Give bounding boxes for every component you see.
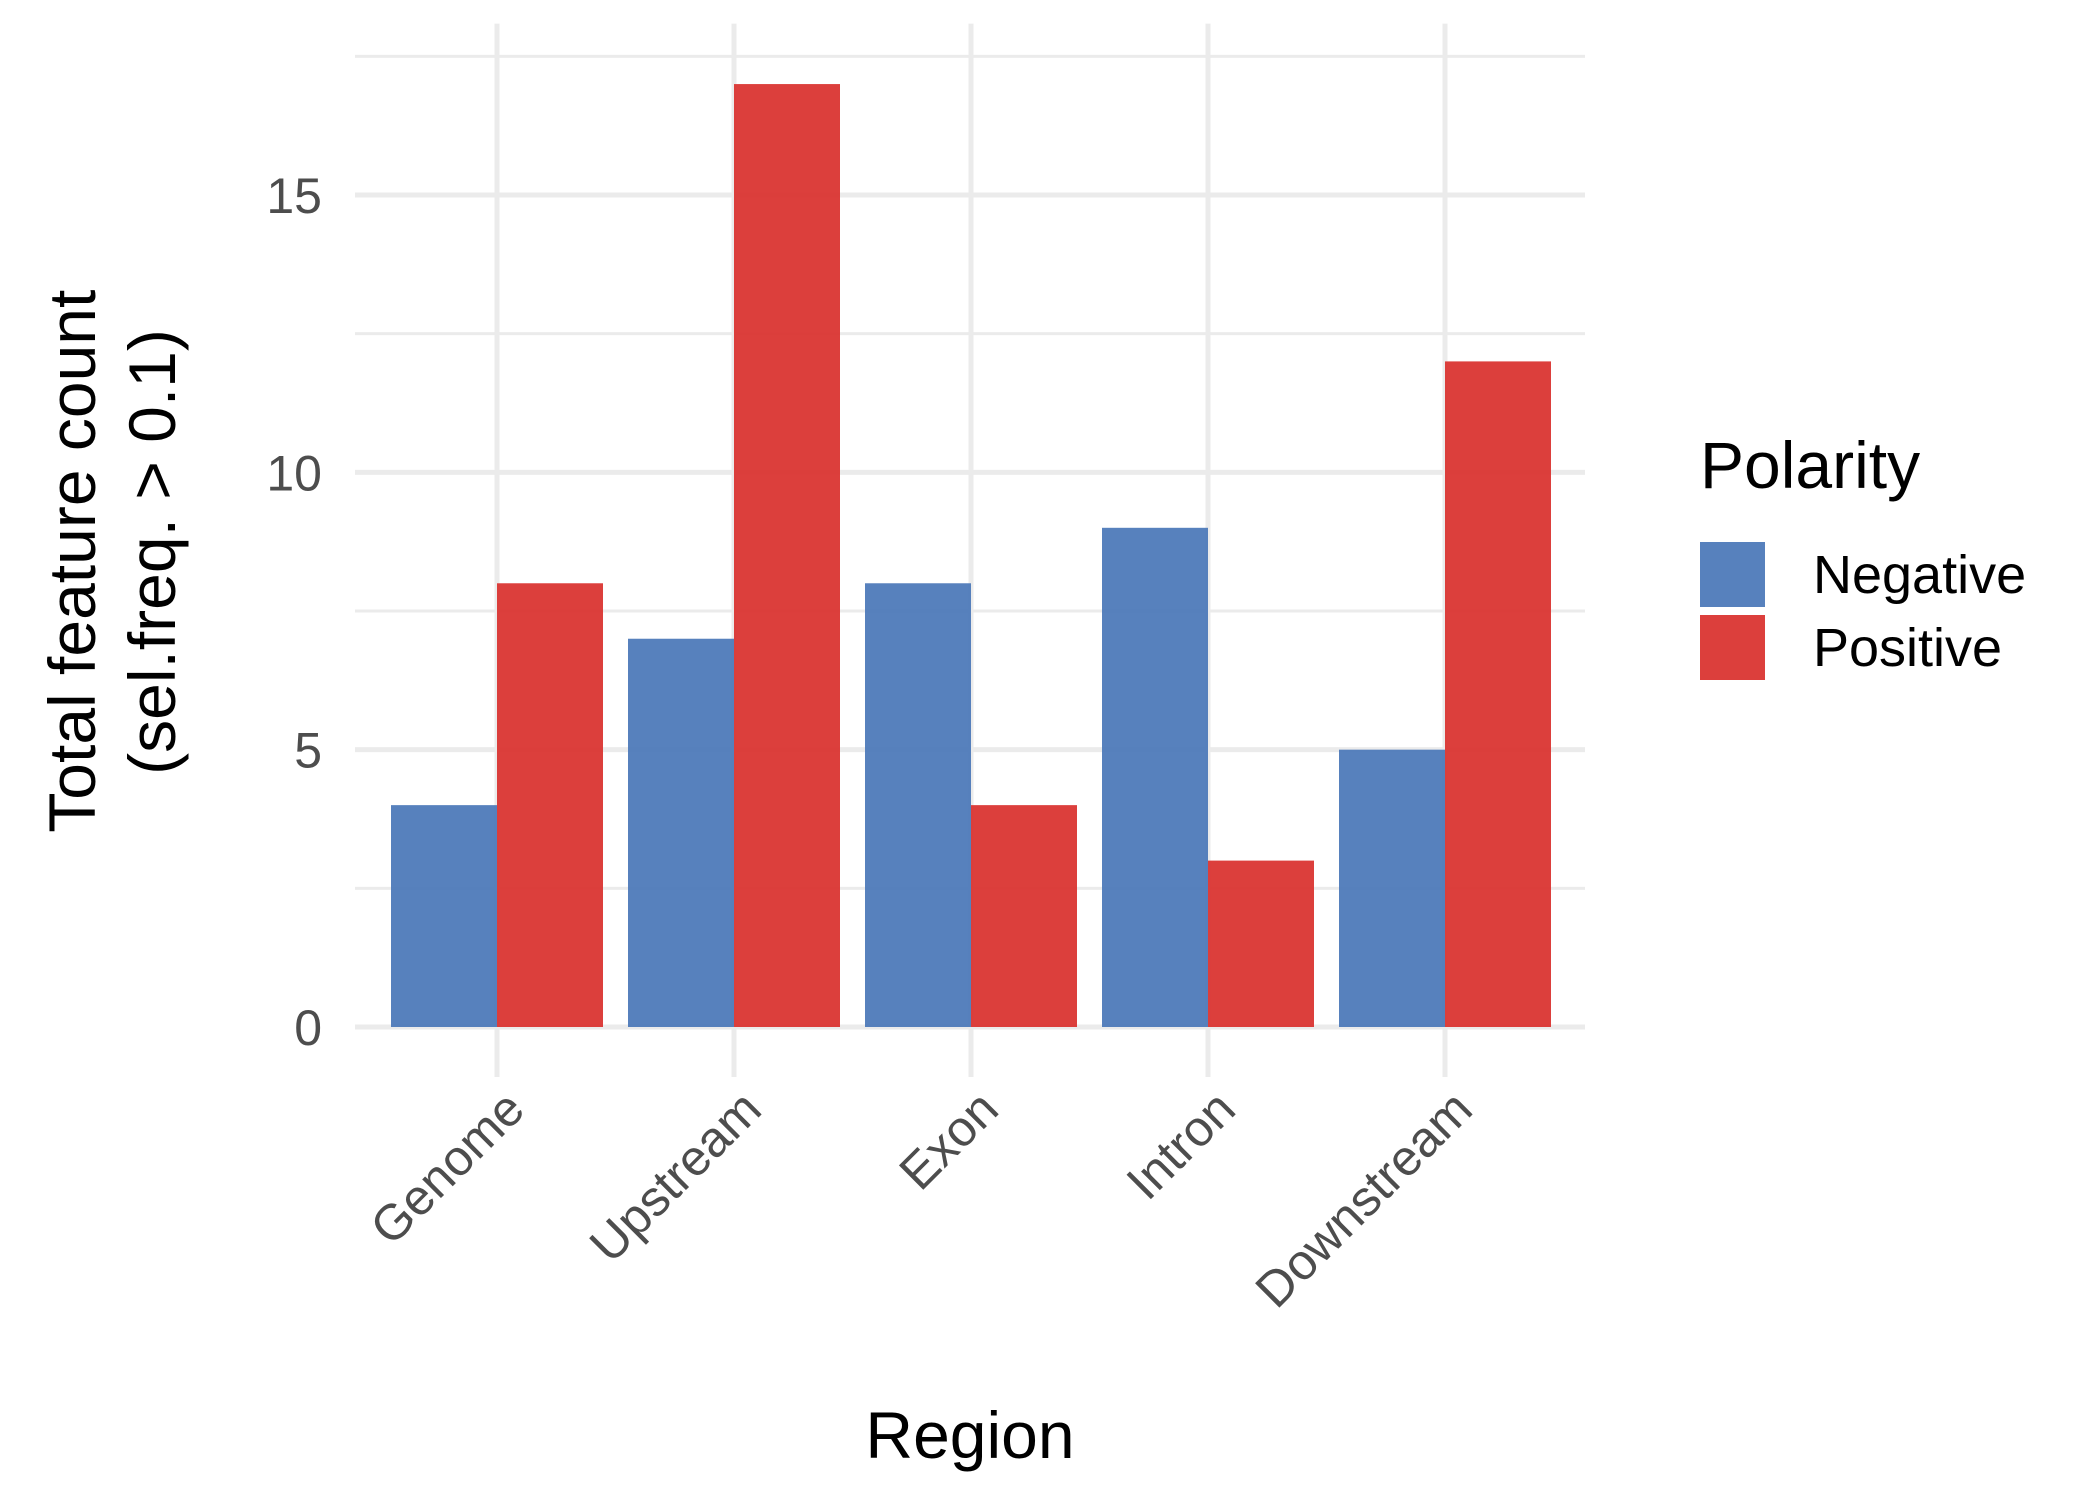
bar-negative-genome [391,805,497,1027]
bar-positive-exon [971,805,1077,1027]
legend-swatch-negative [1700,542,1765,607]
bars-group [391,84,1551,1028]
bar-positive-upstream [734,84,840,1028]
legend-label-positive: Positive [1813,618,2002,678]
y-tick-label: 10 [266,445,322,501]
y-axis-title-line2: (sel.freq. > 0.1) [115,329,189,775]
bar-negative-exon [865,583,971,1027]
y-tick-labels: 0 5 10 15 [266,168,322,1056]
bar-negative-intron [1102,527,1208,1027]
legend: Polarity Negative Positive [1700,428,2026,680]
x-axis-title: Region [865,1398,1074,1472]
bar-positive-genome [497,583,603,1027]
bar-negative-upstream [628,638,734,1027]
y-tick-label: 15 [266,168,322,224]
bar-positive-intron [1208,860,1314,1027]
y-axis-title: Total feature count (sel.freq. > 0.1) [35,271,189,832]
legend-label-negative: Negative [1813,545,2026,605]
x-tick-label: Exon [889,1080,1009,1200]
legend-swatch-positive [1700,615,1765,680]
y-tick-label: 5 [294,723,322,779]
x-tick-label: Downstream [1245,1080,1483,1318]
bar-negative-downstream [1339,749,1445,1027]
x-tick-label: Intron [1116,1080,1246,1210]
y-axis-title-line1: Total feature count [35,290,109,833]
legend-title: Polarity [1700,428,1920,502]
bar-positive-downstream [1445,361,1551,1027]
y-tick-label: 0 [294,1000,322,1056]
x-tick-label: Genome [360,1080,535,1255]
x-tick-label: Upstream [579,1080,772,1273]
legend-items: Negative Positive [1700,542,2026,680]
